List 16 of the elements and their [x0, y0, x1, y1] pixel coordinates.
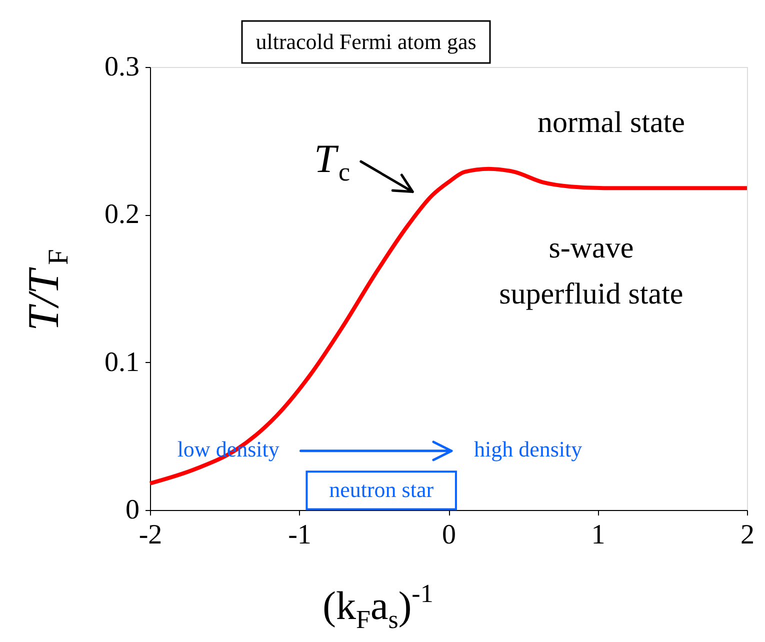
y-tick-label: 0.3 — [104, 52, 140, 82]
annotation: superfluid state — [499, 277, 684, 310]
x-tick-label: 1 — [591, 520, 606, 550]
x-tick-label: -2 — [138, 520, 162, 550]
x-tick-label: 2 — [740, 520, 754, 550]
annotation: high density — [474, 436, 582, 462]
x-tick-label: 0 — [442, 520, 456, 550]
y-tick-label: 0 — [126, 494, 140, 526]
chart-title: ultracold Fermi atom gas — [256, 29, 476, 54]
y-axis-title: T/TF — [19, 249, 75, 331]
annotation: neutron star — [329, 477, 434, 502]
y-tick-label: 0.1 — [104, 346, 140, 378]
annotation: normal state — [537, 106, 685, 140]
y-tick-label: 0.2 — [104, 199, 140, 230]
annotation: s-wave — [548, 232, 634, 265]
x-tick-label: -1 — [288, 520, 312, 550]
